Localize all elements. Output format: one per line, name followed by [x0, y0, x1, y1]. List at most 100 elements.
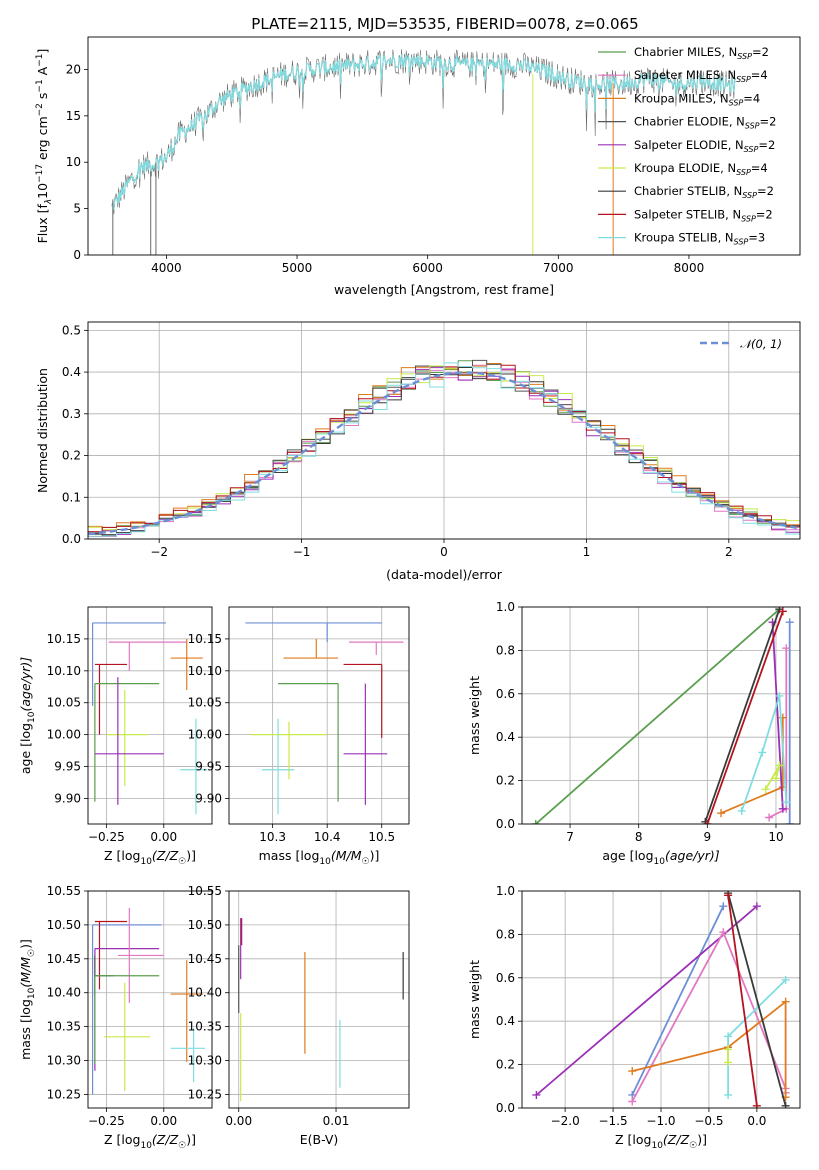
series-normal: [785, 618, 794, 824]
spectrum-legend: Chabrier MILES, NSSP=2 Salpeter MILES, NS…: [598, 45, 776, 247]
series-kroupa_stelib: [724, 975, 790, 1099]
x-tick-label: 7: [566, 830, 574, 844]
x-tick-label: −1: [293, 545, 311, 559]
y-tick-label: 0.3: [62, 407, 81, 421]
x-tick-label: −1.5: [598, 1114, 627, 1128]
plot-area: [532, 891, 790, 1108]
y-tick-label: 10.25: [47, 1087, 81, 1101]
axes-frame: [521, 606, 801, 825]
series-line: [631, 905, 725, 1096]
series-point: [765, 813, 774, 822]
plot-area: [111, 49, 736, 255]
errorbar-salpeter_stelib: [94, 663, 128, 735]
y-tick-label: 0.5: [62, 323, 81, 337]
x-tick-label: 0: [440, 545, 448, 559]
y-tick-label: 5: [73, 202, 81, 216]
x-tick-label: 8: [635, 830, 643, 844]
series-point: [717, 809, 726, 818]
legend-label-salpeter_miles: Salpeter MILES, NSSP=4: [634, 68, 768, 84]
x-tick-label: 4000: [151, 261, 182, 275]
series-point: [785, 618, 794, 627]
errorbar-kroupa_stelib: [261, 718, 295, 815]
x-tick-label: 6000: [412, 261, 443, 275]
panel-age_vs_Z: −0.25 0.00 9.90 9.95 10.00 10.05 10.10 10.15 Z […: [18, 606, 213, 867]
panel-mass_vs_ebv: 0.00 0.01 10.25 10.30 10.35 10.40 10.45 10.50 10…: [188, 884, 410, 1147]
x-axis-label: age [log10(age/yr)]: [602, 848, 719, 867]
x-tick-label: 0.01: [323, 1114, 350, 1128]
series-point: [775, 691, 784, 700]
series-point: [781, 1101, 790, 1108]
errorbar-chabrier_miles: [94, 682, 160, 802]
plot-area: [531, 607, 794, 824]
x-axis-label: Z [log10(Z/Z☉)]: [615, 1132, 707, 1151]
axes-frame: [228, 890, 410, 1109]
y-tick-label: 1.0: [496, 600, 515, 614]
legend-label-kroupa_elodie: Kroupa ELODIE, NSSP=4: [634, 161, 768, 177]
y-tick-label: 9.90: [195, 791, 222, 805]
y-axis-label: Normed distribution: [35, 368, 50, 493]
series-point: [782, 644, 791, 653]
y-tick-label: 0.4: [496, 1014, 515, 1028]
x-axis-label: mass [log10(M/M☉)]: [259, 848, 380, 867]
y-tick-label: 0.4: [62, 365, 81, 379]
errorbar-salpeter_stelib: [94, 920, 128, 990]
y-tick-label: 0.8: [496, 643, 515, 657]
y-tick-label: 10.50: [47, 918, 81, 932]
errorbar-kroupa_miles: [170, 638, 203, 690]
legend-label-chabrier_miles: Chabrier MILES, NSSP=2: [634, 45, 769, 61]
x-tick-label: 2: [725, 545, 733, 559]
errorbar-salpeter_elodie: [343, 683, 388, 805]
series-point: [724, 891, 733, 900]
y-tick-label: 10.15: [47, 632, 81, 646]
x-tick-label: 0.00: [150, 830, 177, 844]
series-point: [737, 806, 746, 815]
y-tick-label: 10.50: [188, 918, 222, 932]
panel-residuals: −2 −1 0 1 2 0.0 0.1 0.2 0.3 0.4 0.5 𝒩(0, 1) (data-mo…: [35, 321, 801, 582]
series-line: [535, 608, 780, 824]
y-tick-label: 10.35: [47, 1020, 81, 1034]
series-point: [775, 761, 784, 770]
axes-frame: [521, 890, 801, 1109]
y-tick-label: 9.95: [195, 760, 222, 774]
normal-curve: [88, 371, 800, 536]
y-axis-label: Flux [fλ10−17 erg cm−2 s−1 A−1]: [35, 49, 54, 244]
y-tick-label: 10.05: [188, 696, 222, 710]
series-point: [758, 748, 767, 757]
y-tick-label: 0.2: [62, 449, 81, 463]
series-point: [703, 820, 712, 824]
x-tick-label: −2.0: [551, 1114, 580, 1128]
y-tick-label: 10.25: [188, 1087, 222, 1101]
y-tick-label: 10.55: [188, 884, 222, 898]
series-line: [727, 895, 758, 1106]
y-tick-label: 0.0: [496, 1101, 515, 1115]
x-axis-label: (data-model)/error: [386, 567, 503, 582]
series-line: [764, 764, 781, 790]
series-salpeter_stelib: [703, 607, 787, 824]
y-tick-label: 0.8: [496, 927, 515, 941]
series-point: [724, 1032, 733, 1041]
axes-frame: [87, 606, 213, 825]
series-point: [752, 1101, 761, 1108]
series-line: [740, 695, 788, 812]
series-point: [719, 928, 728, 937]
x-tick-label: −0.25: [88, 830, 125, 844]
series-point: [782, 798, 791, 807]
series-point: [531, 820, 540, 824]
y-tick-label: 10: [66, 155, 81, 169]
y-tick-label: 9.90: [54, 791, 81, 805]
series-point: [771, 774, 780, 783]
errorbar-normal: [91, 924, 162, 1095]
errorbar-kroupa_miles: [283, 638, 339, 659]
plot-area: [91, 622, 208, 815]
hist-kroupa_stelib: [88, 362, 800, 537]
y-tick-label: 0.0: [62, 532, 81, 546]
errorbar-salpeter_elodie: [94, 948, 160, 1071]
x-axis-label: E(B-V): [300, 1132, 339, 1147]
errorbar-chabrier_miles: [278, 682, 339, 802]
legend-label-kroupa_miles: Kroupa MILES, NSSP=4: [634, 91, 760, 107]
y-tick-label: 20: [66, 62, 81, 76]
plot-area: [88, 359, 800, 538]
panel-spectrum: 4000 5000 6000 7000 8000 0 5 10 15 20 Chabrier MIL…: [35, 36, 801, 297]
x-axis-label: wavelength [Angstrom, rest frame]: [334, 282, 554, 297]
errorbar-kroupa_stelib: [179, 718, 208, 815]
